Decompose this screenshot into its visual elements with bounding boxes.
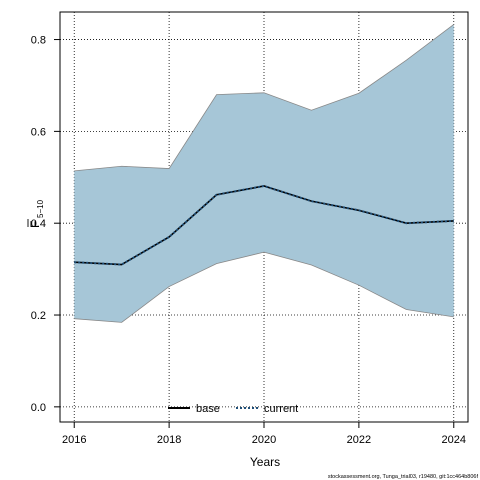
legend-label-current: current (264, 403, 298, 415)
x-axis: 2016 2018 2020 2022 2024 (62, 422, 466, 446)
x-tick-label: 2018 (157, 434, 181, 446)
y-axis: 0.0 0.2 0.4 0.6 0.8 (31, 35, 60, 414)
confidence-band-layer (74, 24, 455, 323)
confidence-band-lower-edge (74, 251, 454, 323)
x-tick-label: 2016 (62, 434, 86, 446)
footer-credit: stockassessment.org, Tunga_trial03, r194… (328, 474, 479, 480)
y-tick-label: 0.6 (31, 126, 46, 138)
legend: base current (168, 403, 298, 415)
x-tick-label: 2024 (442, 434, 466, 446)
y-axis-title: F 5−10 (27, 199, 45, 228)
y-axis-title-main: F (28, 221, 42, 228)
y-tick-label: 0.0 (31, 402, 46, 414)
x-tick-label: 2020 (252, 434, 276, 446)
confidence-band-upper-edge (74, 24, 455, 172)
x-tick-label: 2022 (347, 434, 371, 446)
y-tick-label: 0.4 (31, 218, 46, 230)
y-tick-label: 0.8 (31, 35, 46, 47)
legend-label-base: base (196, 403, 220, 415)
y-tick-label: 0.2 (31, 310, 46, 322)
series-layer (74, 184, 454, 266)
confidence-band (74, 24, 454, 323)
x-axis-title: Years (250, 455, 280, 469)
series-line-current (74, 184, 454, 266)
y-axis-title-subscript: 5−10 (36, 199, 45, 218)
